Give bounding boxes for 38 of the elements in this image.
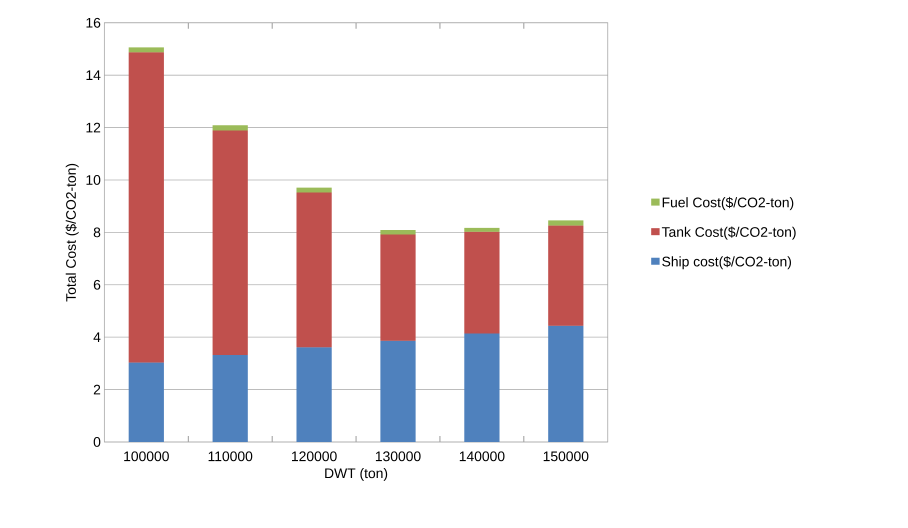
bar: [296, 187, 332, 192]
x-tick-label: 110000: [208, 451, 252, 462]
bar: [548, 326, 584, 442]
bar: [128, 52, 164, 362]
x-tick-label: 130000: [376, 451, 421, 462]
bar: [296, 192, 332, 348]
bar: [128, 47, 164, 52]
y-tick-label: 4: [93, 332, 100, 342]
bar: [212, 130, 248, 355]
bar: [380, 230, 416, 234]
bar: [212, 354, 248, 442]
legend-label: Fuel Cost($/CO2-ton): [662, 196, 794, 210]
x-axis-title: DWT (ton): [325, 468, 388, 481]
bar: [128, 362, 164, 442]
bar: [380, 234, 416, 341]
bar: [380, 340, 416, 442]
y-tick-label: 14: [86, 70, 100, 80]
x-tick-label: 150000: [544, 451, 588, 462]
y-tick-label: 12: [86, 122, 100, 132]
y-tick-label: 8: [94, 227, 100, 238]
y-tick-label: 2: [94, 384, 100, 394]
bar: [464, 228, 500, 232]
bar: [212, 125, 248, 130]
bar: [464, 232, 500, 334]
x-tick-label: 100000: [124, 451, 169, 462]
legend-label: Ship cost($/CO2-ton): [662, 256, 792, 270]
y-tick-label: 0: [94, 436, 100, 447]
legend-label: Tank Cost($/CO2-ton): [662, 226, 796, 240]
bar: [296, 347, 332, 442]
bar: [464, 333, 500, 442]
y-tick-label: 10: [86, 174, 100, 185]
bar: [548, 225, 584, 326]
y-tick-label: 6: [94, 280, 100, 290]
y-axis-title: Total Cost ($/CO2-ton): [66, 164, 79, 302]
y-tick-label: 16: [86, 18, 100, 28]
x-tick-label: 120000: [292, 451, 337, 462]
x-tick-label: 140000: [460, 451, 504, 462]
bar: [548, 220, 584, 226]
